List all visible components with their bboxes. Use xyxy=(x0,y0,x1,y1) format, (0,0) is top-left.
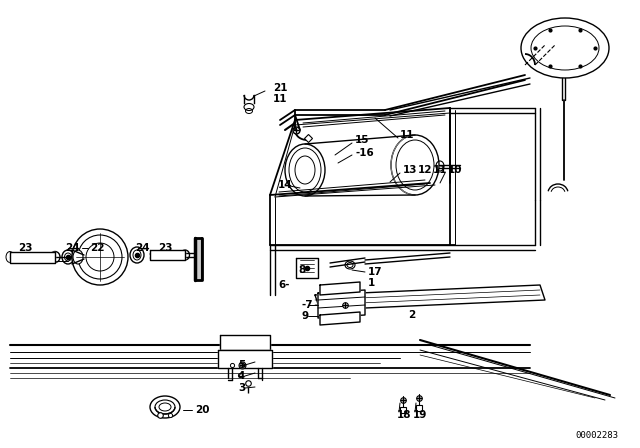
Ellipse shape xyxy=(150,396,180,418)
Text: 8: 8 xyxy=(298,265,305,275)
Text: 11: 11 xyxy=(400,130,415,140)
Text: 24: 24 xyxy=(65,243,79,253)
Text: 23: 23 xyxy=(158,243,173,253)
Text: 5: 5 xyxy=(238,360,245,370)
Text: 11: 11 xyxy=(433,165,447,175)
Text: 1: 1 xyxy=(368,278,375,288)
Polygon shape xyxy=(150,250,185,260)
Text: 21: 21 xyxy=(273,83,287,93)
Polygon shape xyxy=(318,290,365,318)
Ellipse shape xyxy=(391,135,439,195)
Text: 15: 15 xyxy=(355,135,369,145)
Text: 22: 22 xyxy=(90,243,104,253)
Polygon shape xyxy=(320,282,360,295)
Text: 4: 4 xyxy=(238,371,245,381)
Ellipse shape xyxy=(50,251,60,263)
Text: -16: -16 xyxy=(355,148,374,158)
Polygon shape xyxy=(218,350,272,368)
Text: 24: 24 xyxy=(135,243,150,253)
Text: 00002283: 00002283 xyxy=(575,431,618,439)
Text: 18: 18 xyxy=(397,410,412,420)
Text: 23: 23 xyxy=(18,243,33,253)
Text: 10: 10 xyxy=(448,165,463,175)
Text: 9: 9 xyxy=(302,311,309,321)
Circle shape xyxy=(72,229,128,285)
Ellipse shape xyxy=(345,261,355,269)
Text: -7: -7 xyxy=(302,300,314,310)
Text: 14: 14 xyxy=(278,180,292,190)
Text: 6-: 6- xyxy=(278,280,289,290)
Ellipse shape xyxy=(62,250,74,264)
Text: 3: 3 xyxy=(238,383,245,393)
Polygon shape xyxy=(315,285,545,310)
Polygon shape xyxy=(195,238,202,280)
Ellipse shape xyxy=(155,400,175,414)
Text: 13: 13 xyxy=(403,165,417,175)
Ellipse shape xyxy=(180,250,189,260)
Polygon shape xyxy=(320,312,360,325)
Text: 11: 11 xyxy=(273,94,287,104)
Ellipse shape xyxy=(130,247,144,263)
Text: 2: 2 xyxy=(408,310,415,320)
Polygon shape xyxy=(10,252,55,263)
Ellipse shape xyxy=(73,250,83,264)
Text: 19: 19 xyxy=(413,410,428,420)
Ellipse shape xyxy=(285,144,325,196)
Text: 20: 20 xyxy=(195,405,209,415)
Text: 12: 12 xyxy=(418,165,433,175)
Text: 17: 17 xyxy=(368,267,383,277)
Polygon shape xyxy=(220,335,270,350)
